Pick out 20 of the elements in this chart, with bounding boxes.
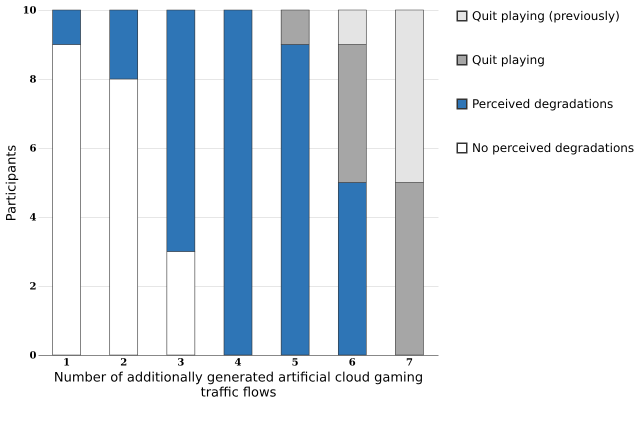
x-tick-label: 6 (348, 358, 356, 368)
x-tick-label: 2 (120, 358, 128, 368)
y-axis-title: Participants (4, 144, 20, 222)
y-tick-label: 0 (30, 350, 37, 362)
bar (224, 10, 252, 356)
x-tick-label: 4 (234, 358, 242, 368)
legend-label: Quit playing (472, 53, 545, 67)
y-tick-label: 4 (30, 212, 37, 224)
y-tick-label: 10 (22, 6, 37, 16)
legend-label: Quit playing (previously) (472, 9, 620, 23)
x-tick-label: 3 (177, 358, 184, 368)
legend-label: Perceived degradations (472, 97, 614, 111)
y-tick-label: 2 (30, 282, 37, 292)
x-tick-label: 7 (406, 358, 413, 368)
legend-label: No perceived degradations (472, 141, 634, 155)
x-tick-label: 1 (63, 358, 70, 368)
y-tick-label: 8 (30, 74, 37, 86)
y-tick-label: 6 (30, 144, 37, 154)
x-tick-label: 5 (292, 358, 299, 368)
x-axis-title: Number of additionally generated artificial cloud gaming traffic flows (54, 370, 424, 400)
